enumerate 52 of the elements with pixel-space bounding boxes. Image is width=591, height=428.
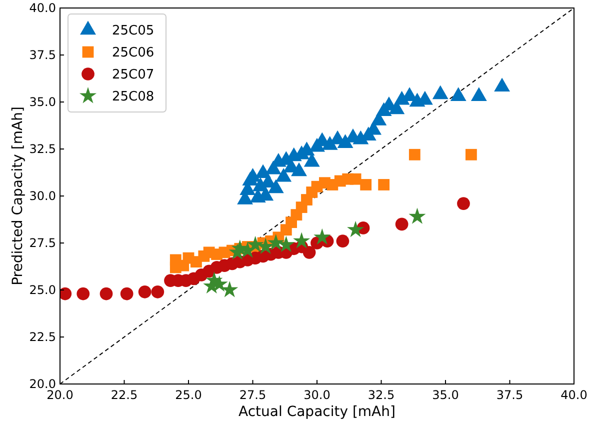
legend-label: 25C08 <box>112 90 154 105</box>
point <box>432 85 448 100</box>
x-tick-label: 32.5 <box>368 388 395 402</box>
point <box>336 234 350 248</box>
point <box>293 232 310 248</box>
point <box>138 285 152 298</box>
point <box>408 208 426 224</box>
y-tick-label: 30.0 <box>29 189 56 204</box>
x-tick-label: 37.5 <box>496 388 524 402</box>
point <box>347 220 364 238</box>
y-tick-label: 37.5 <box>29 48 56 62</box>
point <box>494 78 510 92</box>
x-tick-label: 25.0 <box>175 388 202 402</box>
point <box>60 287 72 300</box>
point <box>221 281 238 298</box>
point <box>314 228 331 245</box>
x-tick-label: 27.5 <box>239 388 266 402</box>
point <box>457 197 470 210</box>
x-tick-label: 22.5 <box>110 388 138 402</box>
y-tick-label: 22.5 <box>29 330 56 344</box>
x-tick-label: 30.0 <box>304 388 330 402</box>
point <box>302 246 316 259</box>
point <box>378 179 390 190</box>
y-tick-label: 40.0 <box>29 1 56 16</box>
y-tick-label: 32.5 <box>29 142 56 156</box>
point <box>100 287 113 300</box>
point <box>450 87 466 101</box>
x-tick-label: 35.0 <box>432 388 459 402</box>
point <box>395 218 408 231</box>
x-tick-label: 40.0 <box>560 388 588 402</box>
point <box>322 136 338 150</box>
point <box>360 179 372 190</box>
legend-label: 25C06 <box>112 46 154 61</box>
legend-label: 25C07 <box>112 68 154 83</box>
legend-label: 25C05 <box>112 24 154 39</box>
point <box>291 162 307 176</box>
point <box>76 287 90 300</box>
y-tick-label: 25.0 <box>29 283 56 298</box>
point <box>276 168 292 182</box>
x-axis-title: Actual Capacity [mAh] <box>238 404 396 420</box>
y-tick-label: 27.5 <box>29 236 56 250</box>
y-tick-label: 35.0 <box>29 95 56 110</box>
point <box>151 285 164 298</box>
point <box>470 87 487 101</box>
point <box>350 173 362 185</box>
point <box>246 236 264 252</box>
point <box>268 179 284 194</box>
point <box>267 234 284 250</box>
y-axis-title: Predicted Capacity [mAh] <box>10 106 26 286</box>
point <box>257 238 274 254</box>
point <box>278 236 295 252</box>
point <box>120 287 134 300</box>
